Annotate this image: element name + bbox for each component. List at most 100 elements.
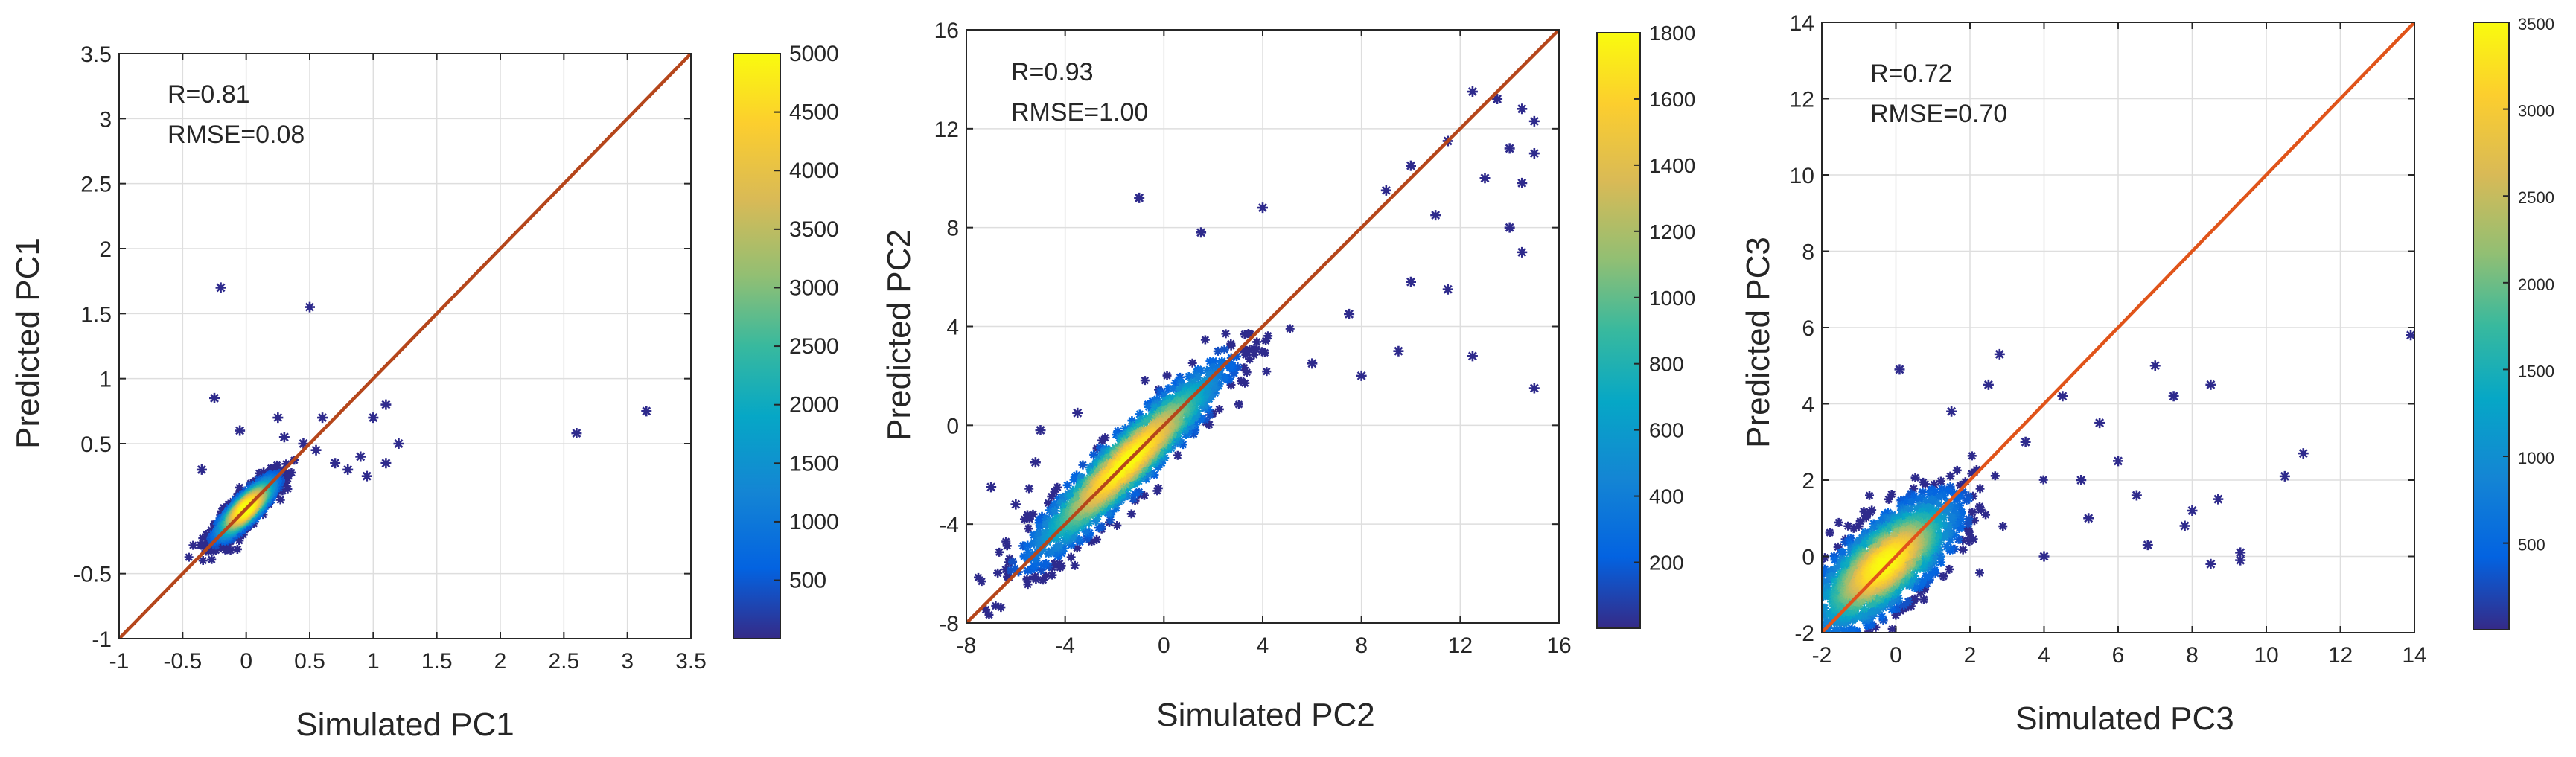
data-point [1053,540,1063,550]
data-point-outlier [1517,246,1528,258]
data-point [1839,626,1849,633]
data-point-outlier [380,458,392,469]
x-tick-label: 14 [2402,643,2426,668]
data-point-outlier [298,438,309,449]
x-tick-label: -1 [109,649,130,674]
data-point [1825,528,1834,537]
data-point-outlier [2179,520,2190,531]
data-point [1221,329,1231,339]
data-point [1036,566,1046,575]
data-point-outlier [2235,547,2246,558]
y-tick-label: 14 [1790,11,1814,36]
data-point [1915,494,1925,504]
data-point [1846,547,1855,557]
data-point-outlier [1479,173,1491,184]
data-point [1928,496,1938,506]
data-point [1240,330,1249,339]
data-point [1181,429,1190,439]
data-point-outlier [278,432,290,443]
data-point [1089,450,1099,459]
data-point [283,484,293,494]
data-point [1226,380,1236,390]
data-point [1812,607,1821,616]
data-point [242,522,252,531]
colorbar-tick-label: 1000 [1649,287,1695,310]
data-point [1102,480,1112,490]
data-point-outlier [1492,93,1503,104]
data-point [1865,636,1874,645]
data-point-outlier [1035,424,1046,435]
colorbar-tick-label: 1600 [1649,88,1695,111]
data-point [1077,510,1087,520]
data-point [1091,516,1101,526]
data-point [1130,489,1140,499]
y-tick-label: 2 [1802,469,1814,494]
data-point [1135,422,1144,432]
colorbar-gradient [733,53,781,639]
colorbar-tick-label: 500 [789,569,826,593]
data-point [1162,371,1172,380]
data-point [1779,654,1788,663]
colorbar-tick-label: 1400 [1649,154,1695,177]
y-tick-label: 1 [99,368,112,392]
data-point [1246,329,1255,339]
data-point [1249,350,1259,360]
data-point [1825,633,1834,642]
data-point [1176,379,1186,389]
data-point [1809,599,1818,608]
y-tick-label: 3.5 [80,42,112,67]
data-point [1072,543,1082,553]
data-point-outlier [1356,370,1367,381]
data-point-outlier [2406,330,2414,341]
data-point-outlier [2076,475,2087,485]
data-point [1129,494,1138,503]
data-point [1200,335,1210,345]
data-point [1808,595,1817,604]
data-point-outlier [2113,456,2123,467]
data-point [1079,514,1088,524]
data-point-outlier [571,428,582,439]
data-point [1936,476,1945,486]
colorbar-tick-label: 600 [1649,419,1684,442]
data-point [1799,585,1808,594]
x-tick-label: 0 [1890,643,1902,668]
data-point [1214,379,1224,389]
colorbar-tick-label: 2500 [2518,188,2554,207]
data-point [1845,537,1855,547]
data-point [1865,508,1875,517]
data-point-outlier [272,412,284,424]
colorbar-tick-label: 2000 [789,393,839,418]
data-point-outlier [1344,308,1355,319]
data-point [1102,456,1112,466]
data-point [1967,469,1977,479]
data-point [1831,648,1840,657]
data-point [1958,535,1968,545]
data-point [1208,356,1218,365]
x-tick-label: -4 [1055,633,1075,658]
colorbar-tick-label: 400 [1649,485,1684,508]
data-point [1231,351,1241,361]
data-point [1882,542,1892,552]
data-point [1919,507,1928,517]
data-point [1213,346,1222,356]
data-point [1047,546,1056,556]
data-point [1922,572,1931,581]
data-point [259,467,269,477]
data-point-outlier [1442,284,1453,295]
data-point [1226,341,1236,351]
data-point [1796,587,1805,595]
data-point-outlier [2213,494,2224,505]
panel-pc1: -1 -0.5 0 0.5 1 1.5 2 2.5 3 3.5 -1 -0.5 0.5 1 1.5 2 2.5 3… [10,42,839,743]
data-point [284,470,293,479]
data-point [1899,601,1909,610]
data-point [1954,524,1964,534]
data-point [1778,650,1787,659]
data-point [1087,537,1097,546]
data-point [217,506,227,516]
annotation-r-pc3: R=0.72 [1870,60,1953,88]
data-point [1036,536,1045,546]
colorbar-tick-label: 3500 [789,217,839,242]
data-point-outlier [1894,364,1905,375]
data-point [1831,610,1840,620]
data-point [977,577,986,587]
